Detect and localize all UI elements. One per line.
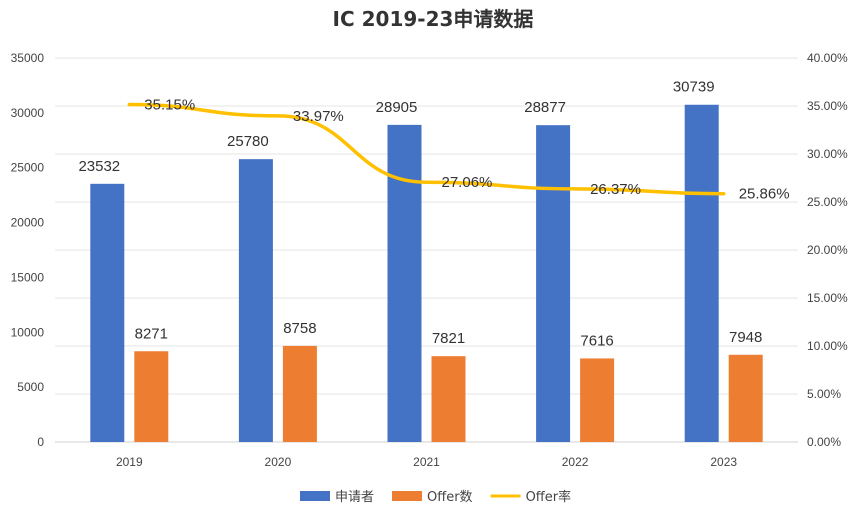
bar-value-label: 8271 xyxy=(135,325,168,342)
x-tick-label: 2022 xyxy=(562,455,589,469)
bar xyxy=(238,159,273,443)
x-tick-label: 2021 xyxy=(413,455,440,469)
y2-tick-label: 15.00% xyxy=(807,291,848,305)
legend-label: 申请者 xyxy=(335,490,374,505)
line-value-label: 35.15% xyxy=(144,97,195,114)
y2-tick-label: 30.00% xyxy=(807,147,848,161)
x-tick-label: 2020 xyxy=(265,455,292,469)
legend-swatch xyxy=(392,491,423,501)
y-axis-right: 0.00% 5.00% 10.00% 15.00% 20.00% 25.00% 30.00%… xyxy=(807,51,848,449)
y-tick-label: 0 xyxy=(37,435,44,449)
y-tick-label: 25000 xyxy=(11,161,45,175)
y2-tick-label: 20.00% xyxy=(807,243,848,257)
bar xyxy=(536,125,571,443)
bar xyxy=(431,356,466,442)
y-axis-left: 0 5000 10000 15000 20000 25000 30000 35000 xyxy=(11,51,45,449)
bar-value-label: 28905 xyxy=(376,99,418,116)
bar xyxy=(387,124,422,443)
y2-tick-label: 0.00% xyxy=(807,435,841,449)
offer-rate-line xyxy=(127,102,726,196)
data-labels: 23532 25780 28905 28877 30739 8271 8758 7821 761… xyxy=(78,79,789,350)
bar xyxy=(684,104,719,442)
line-value-label: 25.86% xyxy=(739,186,790,203)
y2-tick-label: 40.00% xyxy=(807,51,848,65)
bar-value-label: 7821 xyxy=(432,330,465,347)
bar-value-label: 30739 xyxy=(673,79,715,96)
bar xyxy=(134,351,169,442)
y-tick-label: 35000 xyxy=(11,51,45,65)
bar-value-label: 28877 xyxy=(524,99,566,116)
bar-value-label: 25780 xyxy=(227,133,269,150)
y-tick-label: 20000 xyxy=(11,216,45,230)
series-line-offer-rate xyxy=(127,102,726,196)
bar-value-label: 8758 xyxy=(283,320,316,337)
gridlines xyxy=(55,57,798,443)
x-tick-label: 2023 xyxy=(710,455,737,469)
bar-value-label: 7948 xyxy=(729,329,762,346)
y2-tick-label: 5.00% xyxy=(807,387,841,401)
legend-swatch xyxy=(300,491,330,501)
legend-label: Offer数 xyxy=(427,490,473,505)
line-value-label: 27.06% xyxy=(442,174,493,191)
bar xyxy=(728,354,763,442)
legend-label: Offer率 xyxy=(526,489,572,505)
y-tick-label: 30000 xyxy=(11,106,45,120)
bars xyxy=(90,104,763,443)
bar-value-label: 23532 xyxy=(78,158,120,175)
y-tick-label: 5000 xyxy=(17,380,44,394)
bar xyxy=(580,358,615,442)
bar-value-label: 7616 xyxy=(580,332,613,349)
legend: 申请者 Offer数 Offer率 xyxy=(300,489,571,505)
y2-tick-label: 10.00% xyxy=(807,339,848,353)
bar xyxy=(282,345,317,442)
line-value-label: 26.37% xyxy=(590,181,641,198)
y-tick-label: 10000 xyxy=(11,325,45,339)
line-value-label: 33.97% xyxy=(293,108,344,125)
x-axis: 2019 2020 2021 2022 2023 xyxy=(116,455,737,469)
y-tick-label: 15000 xyxy=(11,270,45,284)
x-tick-label: 2019 xyxy=(116,455,143,469)
y2-tick-label: 25.00% xyxy=(807,195,848,209)
chart-title: IC 2019-23申请数据 xyxy=(333,7,534,31)
y2-tick-label: 35.00% xyxy=(807,99,848,113)
bar xyxy=(90,183,125,442)
